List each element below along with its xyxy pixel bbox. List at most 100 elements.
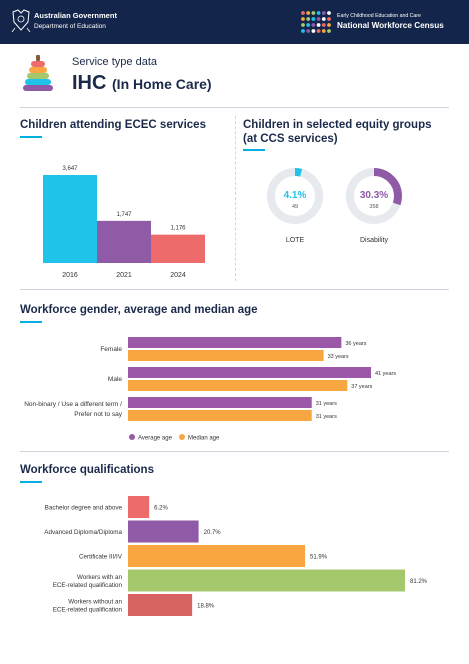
- workforce-category-label: Male: [108, 376, 122, 383]
- government-title: Australian Government: [34, 11, 117, 20]
- census-dot: [321, 29, 326, 33]
- workforce-category-label: Prefer not to say: [74, 411, 122, 418]
- census-dot: [306, 23, 311, 27]
- legend-label-average: Average age: [138, 436, 173, 442]
- census-dot: [306, 11, 311, 15]
- workforce-bar: [128, 337, 342, 348]
- qualification-category-label: Bachelor degree and above: [45, 505, 123, 512]
- accent-rule: [243, 149, 265, 151]
- census-dot: [306, 17, 311, 21]
- legend-swatch-average: [129, 434, 135, 440]
- census-dot: [311, 29, 316, 33]
- census-dot: [311, 11, 316, 15]
- donut-category-label: LOTE: [286, 237, 305, 244]
- qualification-bar-value: 81.2%: [410, 579, 428, 585]
- census-dot: [327, 29, 331, 33]
- page-title-full: (In Home Care): [112, 76, 212, 92]
- census-dot: [301, 11, 305, 15]
- equity-title-line2: (at CCS services): [243, 133, 338, 145]
- service-type-label: Service type data: [72, 56, 157, 68]
- workforce-bar-value: 31 years: [316, 401, 337, 407]
- attendance-bar-value: 3,647: [62, 166, 78, 172]
- workforce-bar: [128, 350, 324, 361]
- department-name: Department of Education: [34, 23, 106, 30]
- vertical-divider: [235, 116, 236, 281]
- qualification-bar: [128, 594, 193, 616]
- census-dot: [306, 29, 311, 33]
- divider: [20, 107, 449, 108]
- workforce-bar-value: 33 years: [328, 354, 349, 360]
- census-dot: [321, 17, 326, 21]
- qualification-bar-value: 6.2%: [154, 506, 168, 512]
- accent-rule: [20, 481, 42, 483]
- census-dot: [321, 23, 326, 27]
- attendance-bar: [97, 220, 151, 263]
- workforce-bar: [128, 380, 348, 391]
- donut-count-label: 358: [369, 204, 378, 210]
- workforce-bar-value: 37 years: [351, 384, 372, 390]
- qualification-category-label: ECE-related qualification: [53, 607, 123, 614]
- donut-segment: [267, 168, 323, 224]
- divider: [20, 289, 449, 290]
- page-title: IHC (In Home Care): [72, 72, 212, 95]
- attendance-bar: [43, 175, 97, 263]
- attendance-bar-chart: 3,647 2016 1,747 2021 1,176 2024: [43, 166, 205, 279]
- workforce-bar-value: 41 years: [375, 371, 396, 377]
- qualification-category-label: Workers with an: [77, 574, 123, 581]
- government-crest-icon: [11, 9, 31, 33]
- workforce-category-label: Female: [100, 346, 122, 353]
- qualification-category-label: Workers without an: [68, 599, 122, 606]
- equity-title: Children in selected equity groups (at C…: [243, 118, 432, 146]
- census-dot: [316, 11, 321, 15]
- attendance-year-label: 2021: [116, 272, 132, 279]
- qualifications-bar-chart: 6.2% Bachelor degree and above 20.7% Advanc…: [44, 496, 428, 616]
- workforce-bar: [128, 367, 371, 378]
- attendance-title: Children attending ECEC services: [20, 119, 206, 131]
- qualification-bar-value: 18.8%: [197, 604, 215, 610]
- equity-title-line1: Children in selected equity groups: [243, 119, 432, 131]
- page-title-abbr: IHC: [72, 72, 107, 94]
- qualification-category-label: Certificate III/IV: [79, 554, 123, 561]
- census-dot: [327, 23, 331, 27]
- donut-segment: [346, 168, 402, 224]
- qualification-category-label: ECE-related qualification: [53, 582, 123, 589]
- workforce-bar: [128, 410, 312, 421]
- qualification-bar: [128, 569, 405, 592]
- equity-donut-charts: 4.1% 49 LOTE 30.3% 358 Disability: [267, 168, 402, 244]
- census-dot: [316, 29, 321, 33]
- accent-rule: [20, 136, 42, 138]
- accent-rule: [20, 321, 42, 323]
- census-dot: [301, 29, 305, 33]
- census-dot: [311, 23, 316, 27]
- workforce-category-label: Non-binary / Use a different term /: [24, 401, 122, 408]
- attendance-year-label: 2016: [62, 272, 78, 279]
- attendance-bar: [151, 234, 205, 263]
- attendance-bar-value: 1,747: [116, 212, 132, 218]
- donut-count-label: 49: [292, 204, 298, 210]
- census-dot: [316, 17, 321, 21]
- census-dot: [301, 17, 305, 21]
- census-dot: [301, 23, 305, 27]
- donut-percent-label: 4.1%: [284, 190, 307, 201]
- workforce-age-chart: 36 years 33 years Female 41 years 37 years Ma…: [24, 337, 396, 442]
- workforce-bar: [128, 397, 312, 408]
- qualification-bar: [128, 520, 199, 543]
- census-subtitle: Early Childhood Education and Care: [337, 13, 421, 19]
- census-dot: [321, 11, 326, 15]
- census-dot: [327, 17, 331, 21]
- census-dot: [316, 23, 321, 27]
- legend-swatch-median: [179, 434, 185, 440]
- census-dot: [327, 11, 331, 15]
- census-dot: [311, 17, 316, 21]
- workforce-bar-value: 36 years: [345, 341, 366, 347]
- legend-label-median: Median age: [188, 436, 220, 442]
- workforce-bar-value: 31 years: [316, 414, 337, 420]
- qualifications-title: Workforce qualifications: [20, 464, 154, 476]
- census-title: National Workforce Census: [337, 21, 444, 30]
- workforce-title: Workforce gender, average and median age: [20, 304, 258, 316]
- donut-percent-label: 30.3%: [360, 190, 388, 201]
- census-logo-icon: [301, 11, 331, 33]
- qualification-bar: [128, 545, 306, 567]
- attendance-year-label: 2024: [170, 272, 186, 279]
- qualification-bar-value: 51.9%: [310, 555, 328, 561]
